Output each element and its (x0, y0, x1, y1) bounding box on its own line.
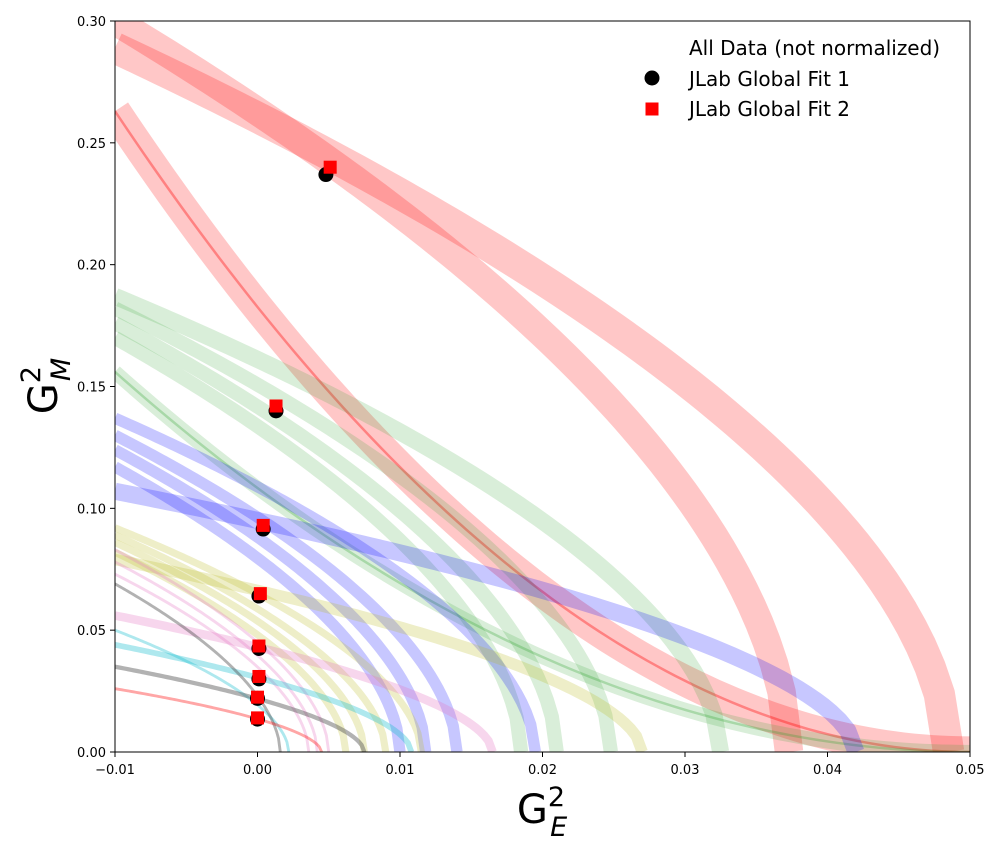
constraint-band (115, 461, 406, 752)
x-axis-label-sup: 2 (548, 782, 565, 813)
legend-label-fit-2: JLab Global Fit 2 (687, 97, 850, 121)
x-tick-label: 0.03 (671, 763, 700, 778)
data-point-fit-2 (269, 399, 283, 413)
constraint-band (115, 444, 432, 752)
y-axis-label-sub: M (46, 358, 77, 381)
x-axis-label-base: G (517, 787, 548, 833)
constraint-band-center-line (115, 370, 970, 752)
data-point-fit-2 (251, 690, 264, 704)
constraint-band (115, 548, 350, 752)
constraint-band (115, 611, 497, 752)
legend-label-all-data: All Data (not normalized) (689, 36, 940, 60)
x-tick-label: 0.05 (956, 763, 985, 778)
y-axis-label-sup: 2 (16, 366, 47, 383)
x-tick-label: −0.01 (95, 763, 135, 778)
y-axis-label: G2M (16, 358, 77, 414)
constraint-band (115, 430, 463, 752)
legend-marker-fit-1 (644, 70, 660, 86)
constraint-band (115, 548, 331, 752)
constraint-band (115, 560, 319, 752)
constraint-band (115, 102, 970, 752)
y-tick-label: 0.20 (77, 259, 106, 274)
constraint-band (115, 316, 564, 752)
constraint-band (115, 482, 864, 752)
data-point-fit-2 (323, 160, 337, 174)
y-axis-label-base: G (21, 383, 67, 414)
data-point-fit-2 (252, 669, 266, 683)
y-tick-label: 0.00 (77, 746, 106, 761)
y-tick-label: 0.30 (77, 15, 106, 30)
y-tick-label: 0.25 (77, 137, 106, 152)
legend-label-fit-1: JLab Global Fit 1 (687, 67, 850, 91)
constraint-band (115, 664, 367, 752)
constraint-band (115, 572, 311, 752)
constraint-band (115, 531, 390, 752)
data-point-fit-2 (253, 587, 267, 601)
constraint-band (115, 553, 648, 752)
constraint-band (115, 302, 618, 752)
constraint-band (115, 21, 804, 752)
constraint-band (115, 628, 291, 752)
legend-marker-fit-2 (645, 102, 659, 116)
constraint-band (115, 524, 425, 752)
constraint-band (115, 582, 282, 752)
x-axis-label-sub: E (550, 812, 567, 843)
data-point-fit-2 (256, 518, 270, 532)
y-tick-label: 0.15 (77, 381, 106, 396)
y-tick-label: 0.05 (77, 624, 106, 639)
constraint-band (115, 412, 541, 752)
constraint-band (115, 288, 730, 752)
constraint-band (115, 331, 529, 752)
data-point-fit-2 (251, 711, 264, 725)
x-tick-label: 0.00 (243, 763, 272, 778)
constraint-band-center-line (115, 110, 970, 752)
legend: All Data (not normalized) JLab Global Fi… (644, 36, 940, 121)
constraint-band (115, 33, 965, 752)
bands-layer (115, 21, 970, 752)
points-layer (250, 160, 337, 727)
x-tick-label: 0.02 (528, 763, 557, 778)
constraint-band (115, 366, 970, 752)
axes-layer: −0.01 0.00 0.01 0.02 0.03 0.04 0.05 0.00 0.05 0.1… (77, 15, 984, 778)
data-point-fit-2 (252, 639, 266, 653)
x-tick-label: 0.01 (386, 763, 415, 778)
x-axis-label: G2 E (517, 782, 567, 843)
y-tick-label: 0.10 (77, 502, 106, 517)
constraint-band (115, 539, 368, 752)
x-tick-label: 0.04 (813, 763, 842, 778)
constraint-band (115, 687, 323, 752)
